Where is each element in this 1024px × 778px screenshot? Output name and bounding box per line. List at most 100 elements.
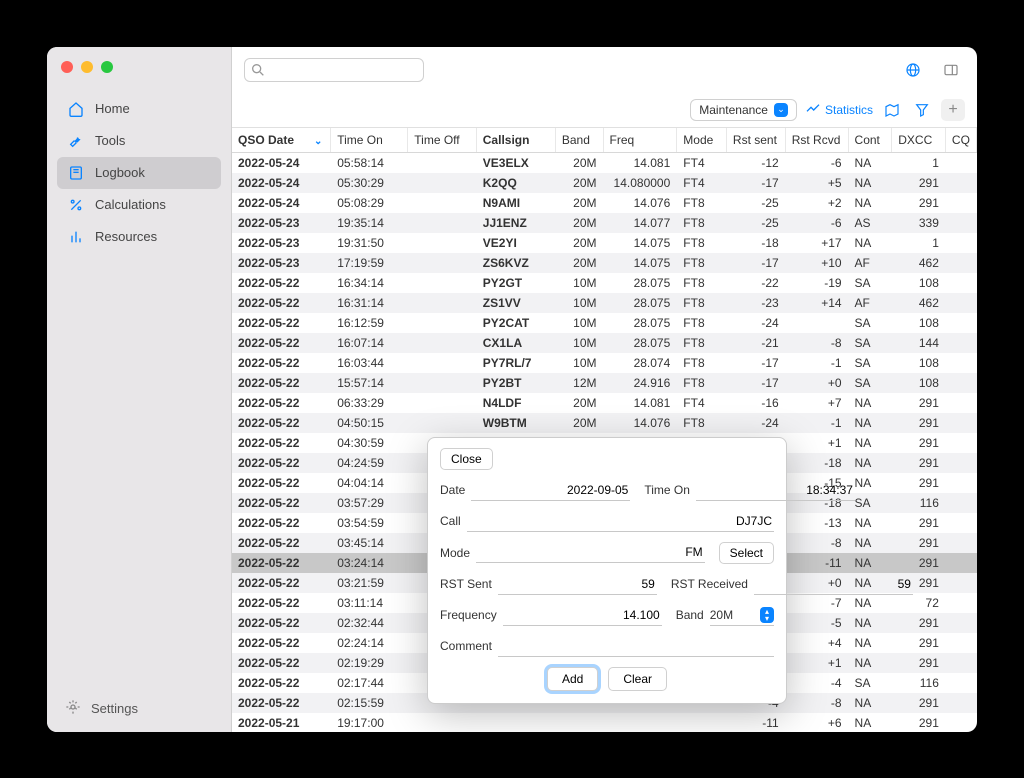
table-row[interactable]: 2022-05-2206:33:29N4LDF20M14.081FT4-16+7…	[232, 393, 977, 413]
toolbar	[232, 47, 977, 93]
cell: SA	[848, 373, 892, 393]
cell: 291	[892, 473, 946, 493]
col-cont[interactable]: Cont	[848, 128, 892, 153]
close-button[interactable]: Close	[440, 448, 493, 470]
cell: 72	[892, 593, 946, 613]
col-rst-sent[interactable]: Rst sent	[726, 128, 785, 153]
comment-input[interactable]	[498, 636, 774, 657]
cell: 14.075	[603, 253, 677, 273]
sidebar-item-tools[interactable]: Tools	[57, 125, 221, 157]
table-row[interactable]: 2022-05-2405:30:29K2QQ20M14.080000FT4-17…	[232, 173, 977, 193]
cell: 462	[892, 293, 946, 313]
sidebar-item-settings[interactable]: Settings	[47, 689, 231, 732]
cell	[945, 453, 976, 473]
col-qso-date[interactable]: QSO Date⌄	[232, 128, 331, 153]
add-button[interactable]: Add	[547, 667, 598, 691]
call-input[interactable]	[467, 511, 774, 532]
sidebar-item-resources[interactable]: Resources	[57, 221, 221, 253]
col-dxcc[interactable]: DXCC	[892, 128, 946, 153]
filter-button[interactable]	[911, 102, 933, 118]
cell: AS	[848, 213, 892, 233]
cell: 14.080000	[603, 173, 677, 193]
table-row[interactable]: 2022-05-2216:03:44PY7RL/710M28.074FT8-17…	[232, 353, 977, 373]
sidebar-item-home[interactable]: Home	[57, 93, 221, 125]
cell: 03:57:29	[331, 493, 408, 513]
cell	[945, 593, 976, 613]
search-input[interactable]	[244, 58, 424, 82]
table-row[interactable]: 2022-05-2405:08:29N9AMI20M14.076FT8-25+2…	[232, 193, 977, 213]
cell: 06:33:29	[331, 393, 408, 413]
cell: +14	[785, 293, 848, 313]
cell	[408, 313, 476, 333]
table-row[interactable]: 2022-05-2317:19:59ZS6KVZ20M14.075FT8-17+…	[232, 253, 977, 273]
table-row[interactable]: 2022-05-2319:35:14JJ1ENZ20M14.077FT8-25-…	[232, 213, 977, 233]
panel-toggle-button[interactable]	[937, 58, 965, 82]
cell: 2022-05-22	[232, 513, 331, 533]
cell: FT8	[677, 213, 727, 233]
time-on-input[interactable]	[696, 480, 855, 501]
clear-button[interactable]: Clear	[608, 667, 667, 691]
cell: +5	[785, 173, 848, 193]
cell: 291	[892, 633, 946, 653]
add-entry-button[interactable]: +	[941, 99, 965, 121]
cell: 20M	[555, 393, 603, 413]
table-row[interactable]: 2022-05-2119:17:00-11+6NA291	[232, 713, 977, 732]
frequency-input[interactable]	[503, 605, 662, 626]
mode-input[interactable]	[476, 542, 705, 563]
cell: SA	[848, 313, 892, 333]
cell: 108	[892, 373, 946, 393]
table-row[interactable]: 2022-05-2215:57:14PY2BT12M24.916FT8-17+0…	[232, 373, 977, 393]
col-time-on[interactable]: Time On	[331, 128, 408, 153]
sidebar-item-logbook[interactable]: Logbook	[57, 157, 221, 189]
maintenance-label: Maintenance	[699, 103, 768, 117]
table-row[interactable]: 2022-05-2216:07:14CX1LA10M28.075FT8-21-8…	[232, 333, 977, 353]
close-window-button[interactable]	[61, 61, 73, 73]
cell: -17	[726, 353, 785, 373]
cell: 2022-05-22	[232, 633, 331, 653]
cell	[408, 193, 476, 213]
table-row[interactable]: 2022-05-2204:50:15W9BTM20M14.076FT8-24-1…	[232, 413, 977, 433]
map-button[interactable]	[881, 102, 903, 118]
mode-select-button[interactable]: Select	[719, 542, 774, 564]
table-row[interactable]: 2022-05-2319:31:50VE2YI20M14.075FT8-18+1…	[232, 233, 977, 253]
cell: N4LDF	[476, 393, 555, 413]
rst-sent-input[interactable]	[498, 574, 657, 595]
rst-rcvd-input[interactable]	[754, 574, 913, 595]
minimize-window-button[interactable]	[81, 61, 93, 73]
cell: 16:31:14	[331, 293, 408, 313]
cell: +4	[785, 633, 848, 653]
table-row[interactable]: 2022-05-2216:31:14ZS1VV10M28.075FT8-23+1…	[232, 293, 977, 313]
cell: 20M	[555, 233, 603, 253]
cell: 28.075	[603, 313, 677, 333]
col-mode[interactable]: Mode	[677, 128, 727, 153]
col-rst-rcvd[interactable]: Rst Rcvd	[785, 128, 848, 153]
cell: 291	[892, 393, 946, 413]
cell: N9AMI	[476, 193, 555, 213]
sidebar-item-calculations[interactable]: Calculations	[57, 189, 221, 221]
col-band[interactable]: Band	[555, 128, 603, 153]
table-row[interactable]: 2022-05-2216:34:14PY2GT10M28.075FT8-22-1…	[232, 273, 977, 293]
chevron-down-icon: ⌄	[774, 103, 788, 117]
col-cq[interactable]: CQ	[945, 128, 976, 153]
col-freq[interactable]: Freq	[603, 128, 677, 153]
col-callsign[interactable]: Callsign	[476, 128, 555, 153]
band-select[interactable]: 20M ▴▾	[710, 605, 774, 626]
maintenance-dropdown[interactable]: Maintenance ⌄	[690, 99, 797, 121]
statistics-button[interactable]: Statistics	[805, 100, 873, 119]
percent-icon	[67, 196, 85, 214]
globe-button[interactable]	[899, 58, 927, 82]
cell: FT8	[677, 193, 727, 213]
cell: NA	[848, 593, 892, 613]
cell: 1	[892, 233, 946, 253]
cell: NA	[848, 433, 892, 453]
cell: NA	[848, 533, 892, 553]
cell: 03:45:14	[331, 533, 408, 553]
cell: +6	[785, 713, 848, 732]
table-row[interactable]: 2022-05-2216:12:59PY2CAT10M28.075FT8-24S…	[232, 313, 977, 333]
plus-icon: +	[948, 101, 957, 119]
zoom-window-button[interactable]	[101, 61, 113, 73]
col-time-off[interactable]: Time Off	[408, 128, 476, 153]
table-row[interactable]: 2022-05-2405:58:14VE3ELX20M14.081FT4-12-…	[232, 152, 977, 173]
date-input[interactable]	[471, 480, 630, 501]
cell: NA	[848, 193, 892, 213]
